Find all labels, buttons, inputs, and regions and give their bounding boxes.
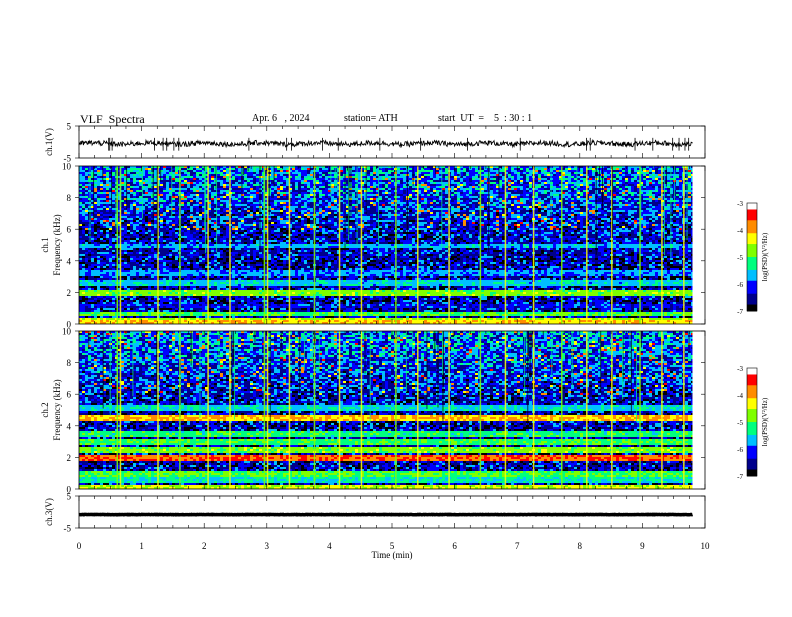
- ch2-spectrogram-sferic: [586, 331, 588, 489]
- ch2-spectrogram-sferic: [480, 331, 482, 489]
- x-tick-label: 0: [77, 541, 82, 551]
- ch1-spectrogram-sferic: [448, 166, 450, 324]
- ch2-spectrogram-blank: [692, 331, 705, 489]
- ch1-spectrogram-sferic: [267, 166, 269, 324]
- colorbar-2: [747, 368, 757, 477]
- ch2-spectrogram-sferic: [661, 331, 663, 489]
- date-label: Apr. 6 , 2024: [252, 113, 310, 124]
- y-tick-label: 4: [67, 421, 72, 431]
- colorbar-tick-label: -7: [737, 308, 743, 316]
- ch1-spectrogram-sferic: [229, 166, 231, 324]
- colorbar-tick-label: -6: [737, 446, 743, 454]
- ch1-waveform-trace: [79, 140, 693, 147]
- ch2-spectrogram-sferic: [229, 331, 231, 489]
- y-tick-label: 8: [67, 358, 72, 368]
- colorbar-tick-label: -6: [737, 281, 743, 289]
- x-tick-label: 6: [452, 541, 457, 551]
- colorbar-tick-label: -3: [737, 200, 743, 208]
- y-axis-label: Frequency (kHz): [52, 379, 62, 440]
- colorbar-label: log(PSD)(V²/Hz): [761, 232, 769, 281]
- ch2-spectrogram-sferic: [267, 331, 269, 489]
- colorbar-1: [747, 203, 757, 312]
- y-tick-label: 8: [67, 193, 72, 203]
- ch2-spectrogram-sferic: [533, 331, 535, 489]
- ch2-spectrogram-sferic: [289, 331, 291, 489]
- ch2-spectrogram-sferic: [264, 331, 266, 489]
- ch2-spectrogram-sferic: [611, 331, 613, 489]
- ch2-spectrogram-sferic: [179, 331, 181, 489]
- ch1-spectrogram-sferic: [289, 166, 291, 324]
- ch2-spectrogram-sferic: [314, 331, 316, 489]
- ch1-spectrogram-sferic: [179, 166, 181, 324]
- colorbar-tick-label: -5: [737, 254, 743, 262]
- ch1-spectrogram-sferic: [207, 166, 209, 324]
- y-axis-label: ch.1(V): [44, 128, 54, 156]
- ch2-spectrogram-sferic: [157, 331, 159, 489]
- y-tick-label: 10: [62, 162, 72, 172]
- start-ut-label: start UT = 5 : 30 : 1: [438, 113, 532, 124]
- ch1-spectrogram-sferic: [117, 166, 119, 324]
- ch2-spectrogram-sferic: [639, 331, 641, 489]
- x-tick-label: 10: [701, 541, 711, 551]
- ch1-spectrogram-blank: [692, 166, 705, 324]
- x-axis-label: Time (min): [372, 550, 413, 560]
- figure-title: VLF Spectra: [80, 112, 145, 127]
- x-tick-label: 1: [139, 541, 144, 551]
- ch2-spectrogram-sferic: [448, 331, 450, 489]
- x-tick-label: 9: [640, 541, 645, 551]
- x-tick-label: 7: [515, 541, 520, 551]
- colorbar-label: log(PSD)(V²/Hz): [761, 397, 769, 446]
- y-tick-label: 10: [62, 327, 72, 337]
- y-tick-label: 2: [67, 453, 72, 463]
- y-tick-label: 6: [67, 390, 72, 400]
- channel-label: ch.2: [40, 402, 50, 417]
- y-axis-label: Frequency (kHz): [52, 214, 62, 275]
- ch1-spectrogram-sferic: [314, 166, 316, 324]
- ch1-spectrogram-sferic: [505, 166, 507, 324]
- ch2-spectrogram-sferic: [120, 331, 122, 489]
- ch2-spectrogram-cells: [79, 331, 694, 489]
- ch2-spectrogram-sferic: [207, 331, 209, 489]
- colorbar-tick-label: -4: [737, 227, 743, 235]
- y-tick-label: -5: [64, 524, 72, 534]
- ch1-spectrogram-sferic: [480, 166, 482, 324]
- colorbar-tick-label: -3: [737, 365, 743, 373]
- ch2-spectrogram-sferic: [505, 331, 507, 489]
- ch1-spectrogram-sferic: [561, 166, 563, 324]
- spectrogram-layer: [79, 138, 757, 515]
- colorbar-tick-label: -7: [737, 473, 743, 481]
- channel-label: ch.1: [40, 237, 50, 252]
- x-tick-label: 8: [578, 541, 583, 551]
- ch1-spectrogram-sferic: [586, 166, 588, 324]
- ch2-spectrogram-sferic: [417, 331, 419, 489]
- ch2-spectrogram-sferic: [561, 331, 563, 489]
- y-tick-label: 6: [67, 225, 72, 235]
- colorbar-tick-label: -5: [737, 419, 743, 427]
- y-tick-label: 5: [67, 122, 72, 132]
- y-tick-label: 5: [67, 492, 72, 502]
- ch1-spectrogram-sferic: [683, 166, 685, 324]
- ch1-spectrogram-sferic: [533, 166, 535, 324]
- ch2-spectrogram-sferic: [395, 331, 397, 489]
- y-tick-label: 2: [67, 288, 72, 298]
- ch2-spectrogram-sferic: [361, 331, 363, 489]
- ch1-spectrogram-sferic: [395, 166, 397, 324]
- colorbar-tick-label: -4: [737, 392, 743, 400]
- station-label: station= ATH: [344, 113, 398, 124]
- ch1-spectrogram-sferic: [417, 166, 419, 324]
- ch2-spectrogram-sferic: [117, 331, 119, 489]
- x-tick-label: 3: [265, 541, 270, 551]
- ch2-spectrogram-sferic: [683, 331, 685, 489]
- ch1-spectrogram-sferic: [361, 166, 363, 324]
- ch2-spectrogram-sferic: [339, 331, 341, 489]
- x-tick-label: 2: [202, 541, 207, 551]
- y-axis-label: ch.3(V): [44, 498, 54, 526]
- x-tick-label: 4: [327, 541, 332, 551]
- ch1-spectrogram-sferic: [339, 166, 341, 324]
- ch1-spectrogram-sferic: [661, 166, 663, 324]
- y-tick-label: 4: [67, 256, 72, 266]
